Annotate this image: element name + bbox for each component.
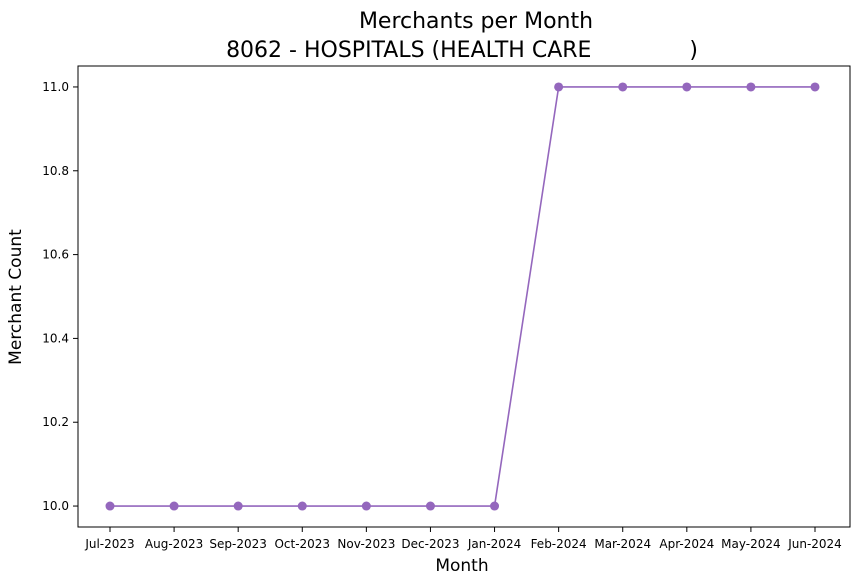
series-line (110, 86, 815, 507)
data-point (169, 501, 179, 511)
x-tick-label: Oct-2023 (274, 537, 330, 551)
x-tick-label: Jul-2023 (84, 537, 134, 551)
data-point (233, 501, 243, 511)
x-tick-label: Jun-2024 (787, 537, 842, 551)
data-point (810, 82, 820, 92)
data-point (361, 501, 371, 511)
data-point (682, 82, 692, 92)
data-point (105, 501, 115, 511)
x-tick-label: Apr-2024 (659, 537, 714, 551)
x-tick-label: Sep-2023 (209, 537, 267, 551)
y-tick-label: 10.8 (42, 164, 69, 178)
chart-title: Merchants per Month (359, 9, 593, 34)
data-point (618, 82, 628, 92)
chart-subtitle: 8062 - HOSPITALS (HEALTH CARE ) (226, 38, 698, 63)
y-tick-label: 10.2 (42, 415, 69, 429)
data-point (297, 501, 307, 511)
x-tick-label: Aug-2023 (145, 537, 203, 551)
data-point (554, 82, 564, 92)
x-tick-label: Dec-2023 (401, 537, 459, 551)
y-axis-label: Merchant Count (6, 229, 26, 365)
x-axis-label: Month (435, 556, 488, 576)
x-tick-label: May-2024 (721, 537, 780, 551)
data-point (425, 501, 435, 511)
data-point (746, 82, 756, 92)
x-tick-label: Jan-2024 (467, 537, 521, 551)
plot-frame (77, 65, 851, 528)
x-tick-label: Nov-2023 (337, 537, 395, 551)
y-tick-label: 10.0 (42, 499, 69, 513)
plot-area: 10.0 10.2 10.4 10.6 10.8 11.0 Jul-2023 Aug-2023… (42, 65, 851, 551)
y-tick-label: 11.0 (42, 80, 69, 94)
x-tick-label: Mar-2024 (594, 537, 651, 551)
x-tick-label: Feb-2024 (531, 537, 587, 551)
y-tick-label: 10.6 (42, 248, 69, 262)
y-tick-label: 10.4 (42, 331, 69, 345)
data-point (490, 501, 500, 511)
